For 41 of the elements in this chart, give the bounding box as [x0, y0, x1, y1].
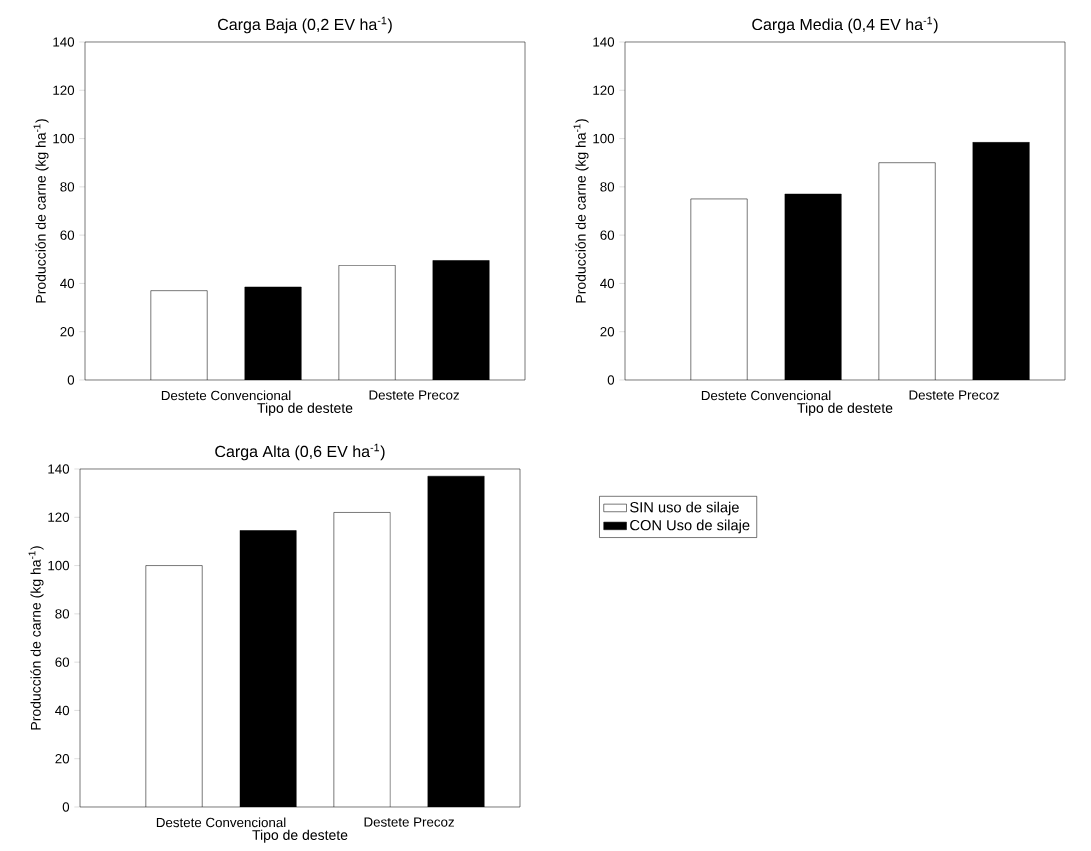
y-tick-label: 60	[55, 657, 70, 667]
y-tick-label: 60	[60, 230, 75, 240]
y-tick-label: 80	[55, 609, 70, 619]
y-tick-label: 40	[600, 278, 615, 289]
chart-title: Carga Baja (0,2 EV ha$^{-1}$)	[218, 16, 392, 34]
y-tick-label: 0	[62, 802, 70, 812]
y-tick-label: 20	[60, 327, 75, 337]
y-tick-label: 100	[53, 133, 75, 144]
y-tick-label: 20	[600, 327, 615, 337]
y-tick-label: 140	[53, 37, 75, 47]
x-tick-label: Destete Convencional	[701, 390, 831, 401]
x-axis-title: Tipo de destete	[797, 402, 893, 416]
x-tick-label: Destete Convencional	[161, 390, 291, 401]
x-tick-label: Destete Precoz	[909, 390, 999, 400]
y-axis-title: Producción de carne (kg ha$^{-1}$)	[573, 119, 589, 303]
x-tick-label: Destete Precoz	[364, 817, 454, 827]
y-tick-label: 100	[593, 133, 615, 144]
y-tick-label: 80	[600, 182, 615, 192]
y-tick-label: 120	[53, 85, 75, 95]
y-tick-label: 60	[600, 230, 615, 240]
x-tick-label: Destete Precoz	[369, 390, 459, 400]
y-tick-label: 20	[55, 754, 70, 764]
x-axis-title: Tipo de destete	[252, 829, 348, 843]
y-tick-label: 140	[48, 464, 70, 474]
x-tick-label: Destete Convencional	[156, 817, 286, 828]
chart-title: Carga Alta (0,6 EV ha$^{-1}$)	[215, 443, 385, 461]
y-tick-label: 100	[48, 560, 70, 571]
y-axis-title: Producción de carne (kg ha$^{-1}$)	[28, 546, 44, 730]
y-tick-label: 120	[593, 85, 615, 95]
legend-label: CON Uso de silaje	[630, 519, 750, 534]
y-tick-label: 0	[67, 375, 75, 385]
chart-title: Carga Media (0,4 EV ha$^{-1}$)	[752, 16, 938, 34]
legend-label: SIN uso de silaje	[630, 501, 739, 516]
y-axis-title: Producción de carne (kg ha$^{-1}$)	[33, 119, 49, 303]
y-tick-label: 80	[60, 182, 75, 192]
y-tick-label: 40	[60, 278, 75, 289]
x-axis-title: Tipo de destete	[257, 402, 353, 416]
y-tick-label: 140	[593, 37, 615, 47]
y-tick-label: 0	[607, 375, 615, 385]
y-tick-label: 40	[55, 705, 70, 716]
y-tick-label: 120	[48, 512, 70, 522]
